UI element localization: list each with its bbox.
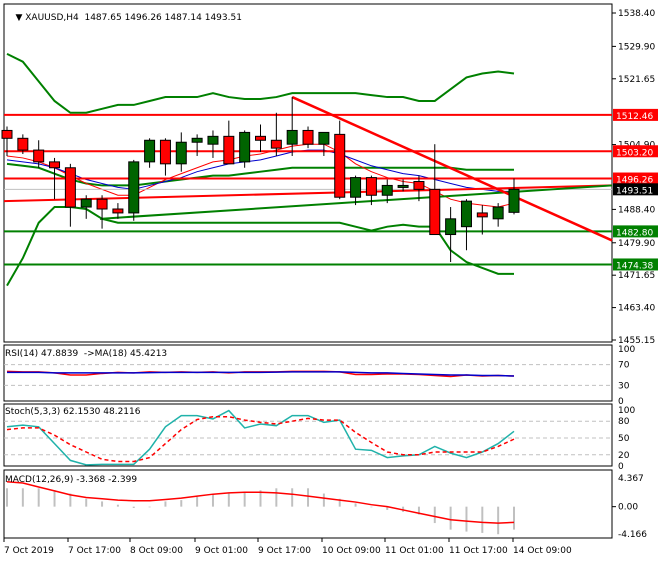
price-label-text: 1496.26 xyxy=(616,176,653,186)
macd-signal-line xyxy=(6,480,515,524)
time-axis-label: 9 Oct 17:00 xyxy=(258,546,311,556)
bull-candle[interactable] xyxy=(207,135,219,145)
price-label-badge xyxy=(613,145,658,158)
bear-candle[interactable] xyxy=(413,181,425,190)
bear-candle[interactable] xyxy=(17,137,29,151)
macd-panel xyxy=(3,469,613,539)
bear-candle[interactable] xyxy=(49,161,61,169)
time-axis-label: 7 Oct 2019 xyxy=(4,546,54,556)
price-tick-label: 1488.40 xyxy=(618,205,655,215)
time-axis-label: 10 Oct 09:00 xyxy=(322,546,381,556)
stoch-panel xyxy=(3,403,613,467)
macd-label: MACD(12,26,9) -3.368 -2.399 xyxy=(5,475,138,485)
price-tick-label: 1455.15 xyxy=(618,336,655,346)
bear-candle[interactable] xyxy=(112,208,124,214)
channel-lower-trendline xyxy=(3,184,613,203)
bull-candle[interactable] xyxy=(350,177,362,198)
price-label-badge xyxy=(613,108,658,121)
collapse-arrow-icon[interactable]: ▼ xyxy=(15,13,26,23)
chart-header: ▼ XAUUSD,H4 1487.65 1496.26 1487.14 1493… xyxy=(4,3,242,33)
stoch-label: Stoch(5,3,3) 62.1530 48.2116 xyxy=(5,407,141,417)
bear-candle[interactable] xyxy=(476,212,488,218)
bear-candle[interactable] xyxy=(255,135,266,141)
bull-candle[interactable] xyxy=(128,161,140,214)
price-label-badge xyxy=(613,172,658,185)
time-axis-label: 7 Oct 17:00 xyxy=(68,546,121,556)
price-label-badge xyxy=(613,225,658,238)
macd-axis-label: -4.166 xyxy=(618,530,647,540)
price-tick-label: 1471.65 xyxy=(618,271,655,281)
price-label-text: 1482.80 xyxy=(616,228,653,238)
bull-candle[interactable] xyxy=(191,137,203,143)
bull-candle[interactable] xyxy=(460,200,472,228)
bear-candle[interactable] xyxy=(302,129,314,145)
bear-candle[interactable] xyxy=(33,149,45,163)
bear-candle[interactable] xyxy=(365,177,377,196)
rsi-axis-label: 70 xyxy=(618,361,630,371)
ohlc-values: 1487.65 1496.26 1487.14 1493.51 xyxy=(84,13,242,23)
price-label-text: 1503.20 xyxy=(616,148,653,158)
bear-candle[interactable] xyxy=(429,188,441,236)
macd-axis-label: 4.367 xyxy=(618,474,644,484)
rsi-axis-label: 0 xyxy=(618,397,624,407)
stoch-axis-label: 0 xyxy=(618,462,624,472)
bull-candle[interactable] xyxy=(286,129,298,145)
time-axis-label: 11 Oct 17:00 xyxy=(449,546,508,556)
bollinger-middle xyxy=(6,162,514,187)
rsi-label: RSI(14) 47.8839 ->MA(18) 45.4213 xyxy=(5,349,168,359)
time-axis-label: 8 Oct 09:00 xyxy=(130,546,183,556)
bull-candle[interactable] xyxy=(445,218,457,236)
moving-average-fast xyxy=(6,143,515,208)
stoch-main-line xyxy=(6,409,515,466)
symbol-timeframe: XAUUSD,H4 xyxy=(25,13,79,23)
bull-candle[interactable] xyxy=(397,184,409,188)
bollinger-upper xyxy=(6,52,515,114)
bull-candle[interactable] xyxy=(239,131,251,163)
price-tick-label: 1479.90 xyxy=(618,239,655,249)
price-label-badge xyxy=(613,183,658,196)
rsi-axis-label: 30 xyxy=(618,381,630,391)
bull-candle[interactable] xyxy=(175,141,187,165)
descending-trendline xyxy=(291,95,613,242)
bear-candle[interactable] xyxy=(96,198,108,210)
rsi-axis-label: 100 xyxy=(618,345,635,355)
rsi-ma-line xyxy=(7,371,515,377)
price-tick-label: 1463.40 xyxy=(618,304,655,314)
bull-candle[interactable] xyxy=(508,188,520,213)
rsi-panel xyxy=(3,344,613,402)
bear-candle[interactable] xyxy=(270,139,282,149)
price-tick-label: 1538.40 xyxy=(618,9,655,19)
bull-candle[interactable] xyxy=(381,184,393,196)
macd-axis-label: 0.00 xyxy=(618,503,638,513)
bear-candle[interactable] xyxy=(334,133,346,198)
price-label-text: 1493.51 xyxy=(616,186,653,196)
bull-candle[interactable] xyxy=(144,139,156,163)
stoch-axis-label: 100 xyxy=(618,406,635,416)
stoch-axis-label: 50 xyxy=(618,434,630,444)
stoch-axis-label: 20 xyxy=(618,451,630,461)
time-axis-label: 11 Oct 01:00 xyxy=(385,546,444,556)
bear-candle[interactable] xyxy=(1,129,13,139)
bear-candle[interactable] xyxy=(223,135,235,165)
bull-candle[interactable] xyxy=(492,206,504,220)
price-label-badge xyxy=(613,258,658,271)
price-tick-label: 1521.65 xyxy=(618,75,655,85)
time-axis-label: 14 Oct 09:00 xyxy=(513,546,572,556)
bear-candle[interactable] xyxy=(159,139,171,165)
price-tick-label: 1529.90 xyxy=(618,42,655,52)
main-panel xyxy=(3,3,613,343)
price-label-text: 1512.46 xyxy=(616,112,653,122)
time-axis-label: 9 Oct 01:00 xyxy=(195,546,248,556)
stoch-signal-line xyxy=(6,415,515,463)
bull-candle[interactable] xyxy=(80,198,92,208)
price-label-text: 1474.38 xyxy=(616,261,653,271)
bull-candle[interactable] xyxy=(318,131,330,145)
stoch-axis-label: 80 xyxy=(618,417,630,427)
bear-candle[interactable] xyxy=(64,167,76,208)
